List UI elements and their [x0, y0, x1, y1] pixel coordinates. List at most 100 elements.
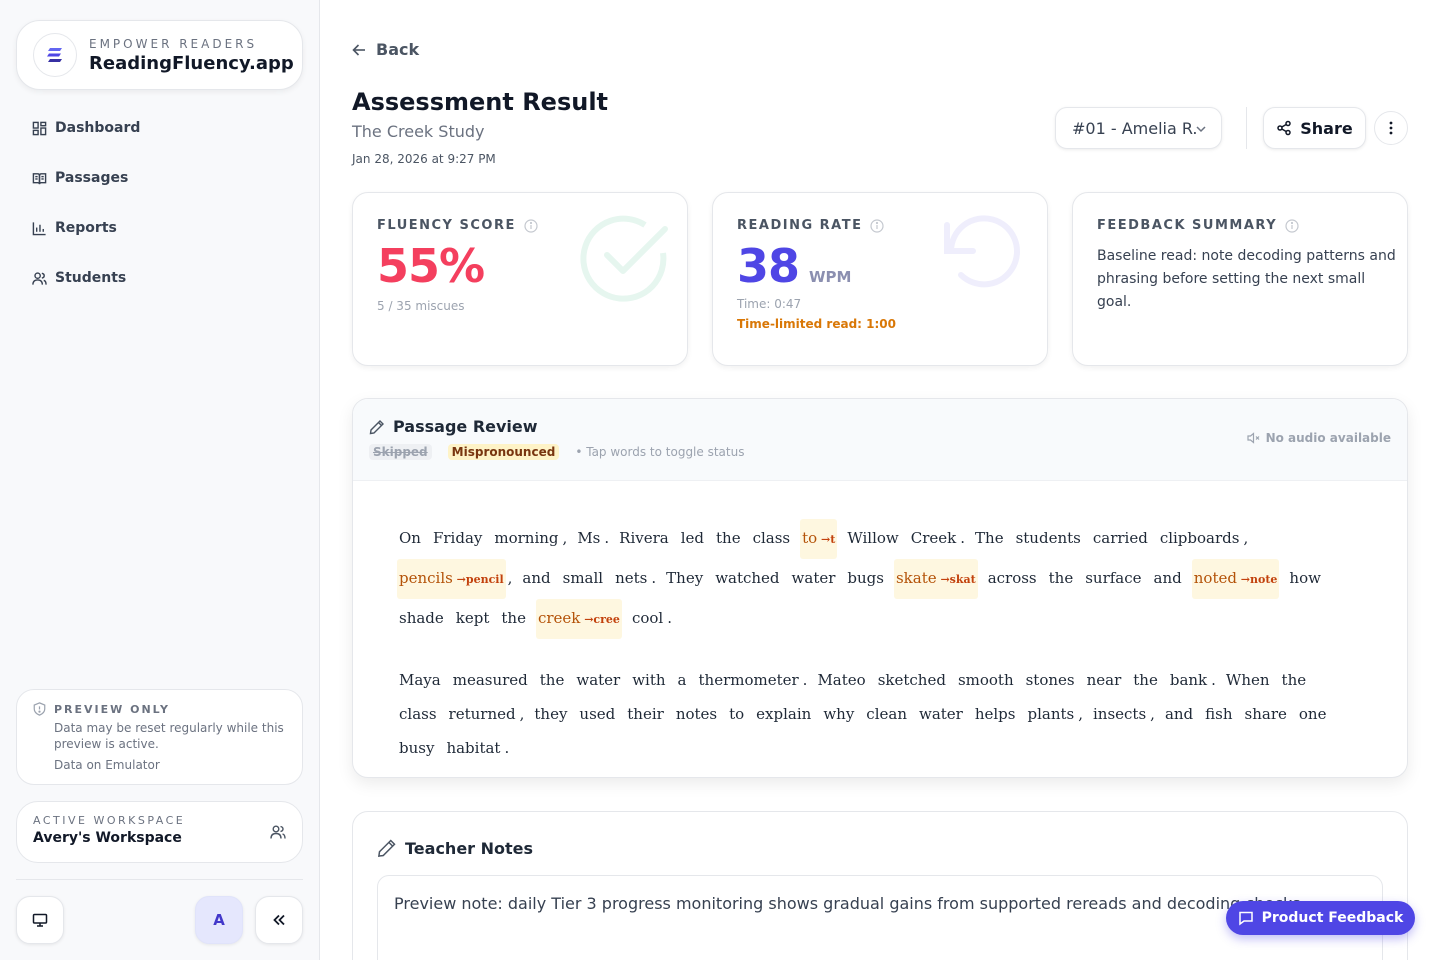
word-text: nets [615, 569, 648, 587]
word[interactable]: their [625, 697, 666, 731]
more-vertical-icon [1389, 121, 1393, 135]
workspace-switcher[interactable]: ACTIVE WORKSPACE Avery's Workspace [16, 801, 303, 863]
word[interactable]: the [714, 521, 743, 555]
word[interactable]: fish [1203, 697, 1234, 731]
word[interactable]: explain [754, 697, 813, 731]
word[interactable]: Willow [845, 521, 900, 555]
word[interactable]: the [1131, 663, 1160, 697]
word[interactable]: the [1280, 663, 1309, 697]
word[interactable]: how [1287, 561, 1323, 595]
word-mispronounced[interactable]: pencils →pencil [397, 559, 506, 599]
word[interactable]: across [986, 561, 1039, 595]
word[interactable]: near [1085, 663, 1124, 697]
collapse-sidebar-button[interactable] [255, 896, 303, 944]
word[interactable]: kept [454, 601, 492, 635]
word[interactable]: Creek [909, 521, 959, 555]
word[interactable]: smooth [956, 663, 1016, 697]
display-mode-button[interactable] [16, 896, 64, 944]
word[interactable]: On [397, 521, 423, 555]
word-text: the [716, 529, 741, 547]
word-mispronounced[interactable]: noted →note [1191, 559, 1280, 599]
word[interactable]: stones [1024, 663, 1077, 697]
sidebar-item-students[interactable]: Students [16, 258, 303, 298]
product-feedback-button[interactable]: Product Feedback [1226, 901, 1415, 935]
word[interactable]: Rivera [617, 521, 671, 555]
word[interactable]: to [727, 697, 746, 731]
word[interactable]: water [574, 663, 622, 697]
word[interactable]: and [1152, 561, 1184, 595]
word[interactable]: helps [973, 697, 1018, 731]
word-text: insects [1093, 705, 1147, 723]
share-button[interactable]: Share [1263, 107, 1366, 149]
word[interactable]: habitat [444, 731, 502, 765]
word-mispronounced[interactable]: to →t [800, 519, 838, 559]
word[interactable]: insects [1091, 697, 1148, 731]
sidebar-item-passages[interactable]: Passages [16, 158, 303, 198]
word-text: measured [452, 671, 528, 689]
word[interactable]: and [1163, 697, 1195, 731]
word-text: Creek [910, 529, 957, 547]
sidebar-item-dashboard[interactable]: Dashboard [16, 108, 303, 148]
back-button[interactable]: Back [352, 40, 419, 59]
word[interactable]: The [973, 521, 1006, 555]
word[interactable]: a [676, 663, 689, 697]
word[interactable]: share [1243, 697, 1289, 731]
word[interactable]: Friday [431, 521, 484, 555]
word[interactable]: water [790, 561, 838, 595]
word[interactable]: small [561, 561, 605, 595]
word[interactable]: measured [451, 663, 530, 697]
word[interactable]: plants [1025, 697, 1076, 731]
word-mispronounced[interactable]: skate →skat [893, 559, 978, 599]
word[interactable]: notes [674, 697, 719, 731]
word[interactable]: cool [630, 601, 665, 635]
word[interactable]: the [1047, 561, 1076, 595]
word[interactable]: led [679, 521, 706, 555]
word[interactable]: they [532, 697, 569, 731]
student-select[interactable]: #01 - Amelia R. [1055, 107, 1222, 149]
word[interactable]: with [630, 663, 667, 697]
word[interactable]: Maya [397, 663, 443, 697]
word[interactable]: why [821, 697, 856, 731]
word[interactable]: clean [864, 697, 909, 731]
word[interactable]: and [520, 561, 552, 595]
sidebar-item-reports[interactable]: Reports [16, 208, 303, 248]
word-text: led [680, 529, 704, 547]
word-text: surface [1085, 569, 1142, 587]
word-text: their [627, 705, 664, 723]
share-icon [1277, 120, 1292, 136]
word[interactable]: morning [492, 521, 560, 555]
word[interactable]: watched [713, 561, 781, 595]
word-text: and [1153, 569, 1182, 587]
word[interactable]: shade [397, 601, 446, 635]
avatar[interactable]: A [195, 896, 243, 944]
word[interactable]: nets [613, 561, 649, 595]
word[interactable]: sketched [876, 663, 948, 697]
brand-card[interactable]: EMPOWER READERS ReadingFluency.app [16, 20, 303, 90]
word[interactable]: thermometer [697, 663, 801, 697]
word[interactable]: bank [1168, 663, 1209, 697]
punctuation: , [520, 697, 525, 731]
logo-icon [33, 33, 77, 77]
word[interactable]: class [397, 697, 439, 731]
word[interactable]: clipboards [1158, 521, 1242, 555]
word[interactable]: surface [1083, 561, 1143, 595]
word[interactable]: one [1297, 697, 1329, 731]
word[interactable]: used [577, 697, 617, 731]
word[interactable]: bugs [845, 561, 886, 595]
word[interactable]: returned [447, 697, 518, 731]
word[interactable]: They [664, 561, 705, 595]
word-mispronounced[interactable]: creek →cree [535, 599, 622, 639]
word[interactable]: busy [397, 731, 436, 765]
word[interactable]: carried [1091, 521, 1150, 555]
word-text: water [791, 569, 836, 587]
word[interactable]: water [917, 697, 965, 731]
word[interactable]: class [751, 521, 793, 555]
word-text: The [975, 529, 1004, 547]
word[interactable]: When [1224, 663, 1272, 697]
word[interactable]: the [499, 601, 528, 635]
word[interactable]: Ms [575, 521, 602, 555]
word[interactable]: the [538, 663, 567, 697]
word[interactable]: students [1014, 521, 1083, 555]
more-options-button[interactable] [1374, 111, 1408, 145]
word[interactable]: Mateo [815, 663, 867, 697]
